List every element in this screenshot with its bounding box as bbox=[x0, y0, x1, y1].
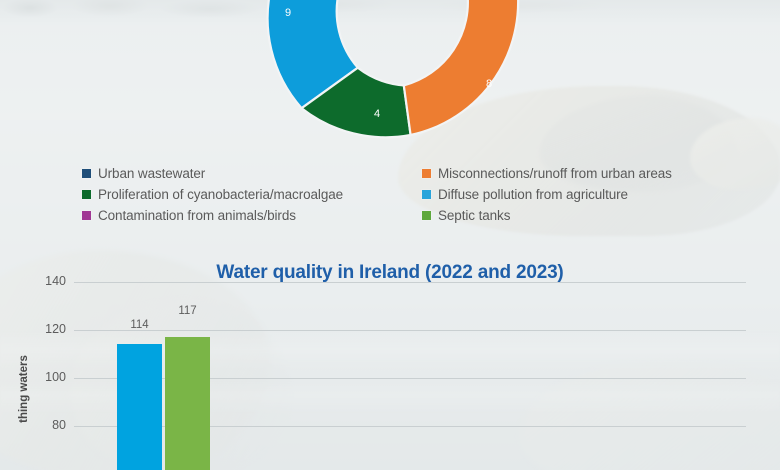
legend-label: Contamination from animals/birds bbox=[98, 208, 296, 223]
gridline-140 bbox=[74, 282, 746, 283]
donut-chart-svg: 9 4 8 bbox=[266, 0, 520, 139]
legend-item-septic-tanks[interactable]: Septic tanks bbox=[422, 205, 742, 226]
gridline-120 bbox=[74, 330, 746, 331]
legend-label: Urban wastewater bbox=[98, 166, 206, 181]
bar-value-2023: 117 bbox=[178, 305, 197, 317]
ytick-100: 100 bbox=[45, 370, 66, 384]
legend-item-cyanobacteria[interactable]: Proliferation of cyanobacteria/macroalga… bbox=[82, 184, 422, 205]
legend-label: Proliferation of cyanobacteria/macroalga… bbox=[98, 187, 344, 202]
legend-swatch-icon bbox=[82, 169, 91, 178]
legend-item-animals-birds[interactable]: Contamination from animals/birds bbox=[82, 205, 422, 226]
legend-swatch-icon bbox=[422, 211, 431, 220]
bar-value-2022: 114 bbox=[130, 319, 149, 331]
ytick-140: 140 bbox=[45, 274, 66, 288]
legend-swatch-icon bbox=[82, 211, 91, 220]
legend-swatch-icon bbox=[422, 169, 431, 178]
donut-label-4: 4 bbox=[374, 108, 380, 120]
gridline-100 bbox=[74, 378, 746, 379]
donut-segment-misconnections[interactable] bbox=[402, 0, 520, 137]
legend-label: Diffuse pollution from agriculture bbox=[438, 187, 628, 202]
legend-swatch-icon bbox=[422, 190, 431, 199]
legend-swatch-icon bbox=[82, 190, 91, 199]
legend-label: Misconnections/runoff from urban areas bbox=[438, 166, 672, 181]
donut-label-9: 9 bbox=[285, 7, 291, 19]
gridline-80 bbox=[74, 426, 746, 427]
legend-item-urban-wastewater[interactable]: Urban wastewater bbox=[82, 163, 422, 184]
legend-label: Septic tanks bbox=[438, 208, 511, 223]
bar-chart: Water quality in Ireland (2022 and 2023)… bbox=[0, 255, 780, 470]
donut-chart: 9 4 8 bbox=[0, 0, 780, 150]
legend-item-misconnections[interactable]: Misconnections/runoff from urban areas bbox=[422, 163, 742, 184]
ytick-120: 120 bbox=[45, 322, 66, 336]
donut-segment-cyanobacteria[interactable] bbox=[299, 66, 412, 139]
bar-2023[interactable] bbox=[165, 337, 210, 470]
bar-2022[interactable] bbox=[117, 344, 162, 470]
legend-item-diffuse-pollution[interactable]: Diffuse pollution from agriculture bbox=[422, 184, 742, 205]
bar-chart-title: Water quality in Ireland (2022 and 2023) bbox=[216, 262, 564, 283]
donut-legend: Urban wastewater Misconnections/runoff f… bbox=[82, 163, 742, 226]
ytick-80: 80 bbox=[52, 418, 66, 432]
bar-chart-y-axis-label: thing waters bbox=[18, 355, 30, 423]
donut-label-8: 8 bbox=[486, 78, 492, 90]
